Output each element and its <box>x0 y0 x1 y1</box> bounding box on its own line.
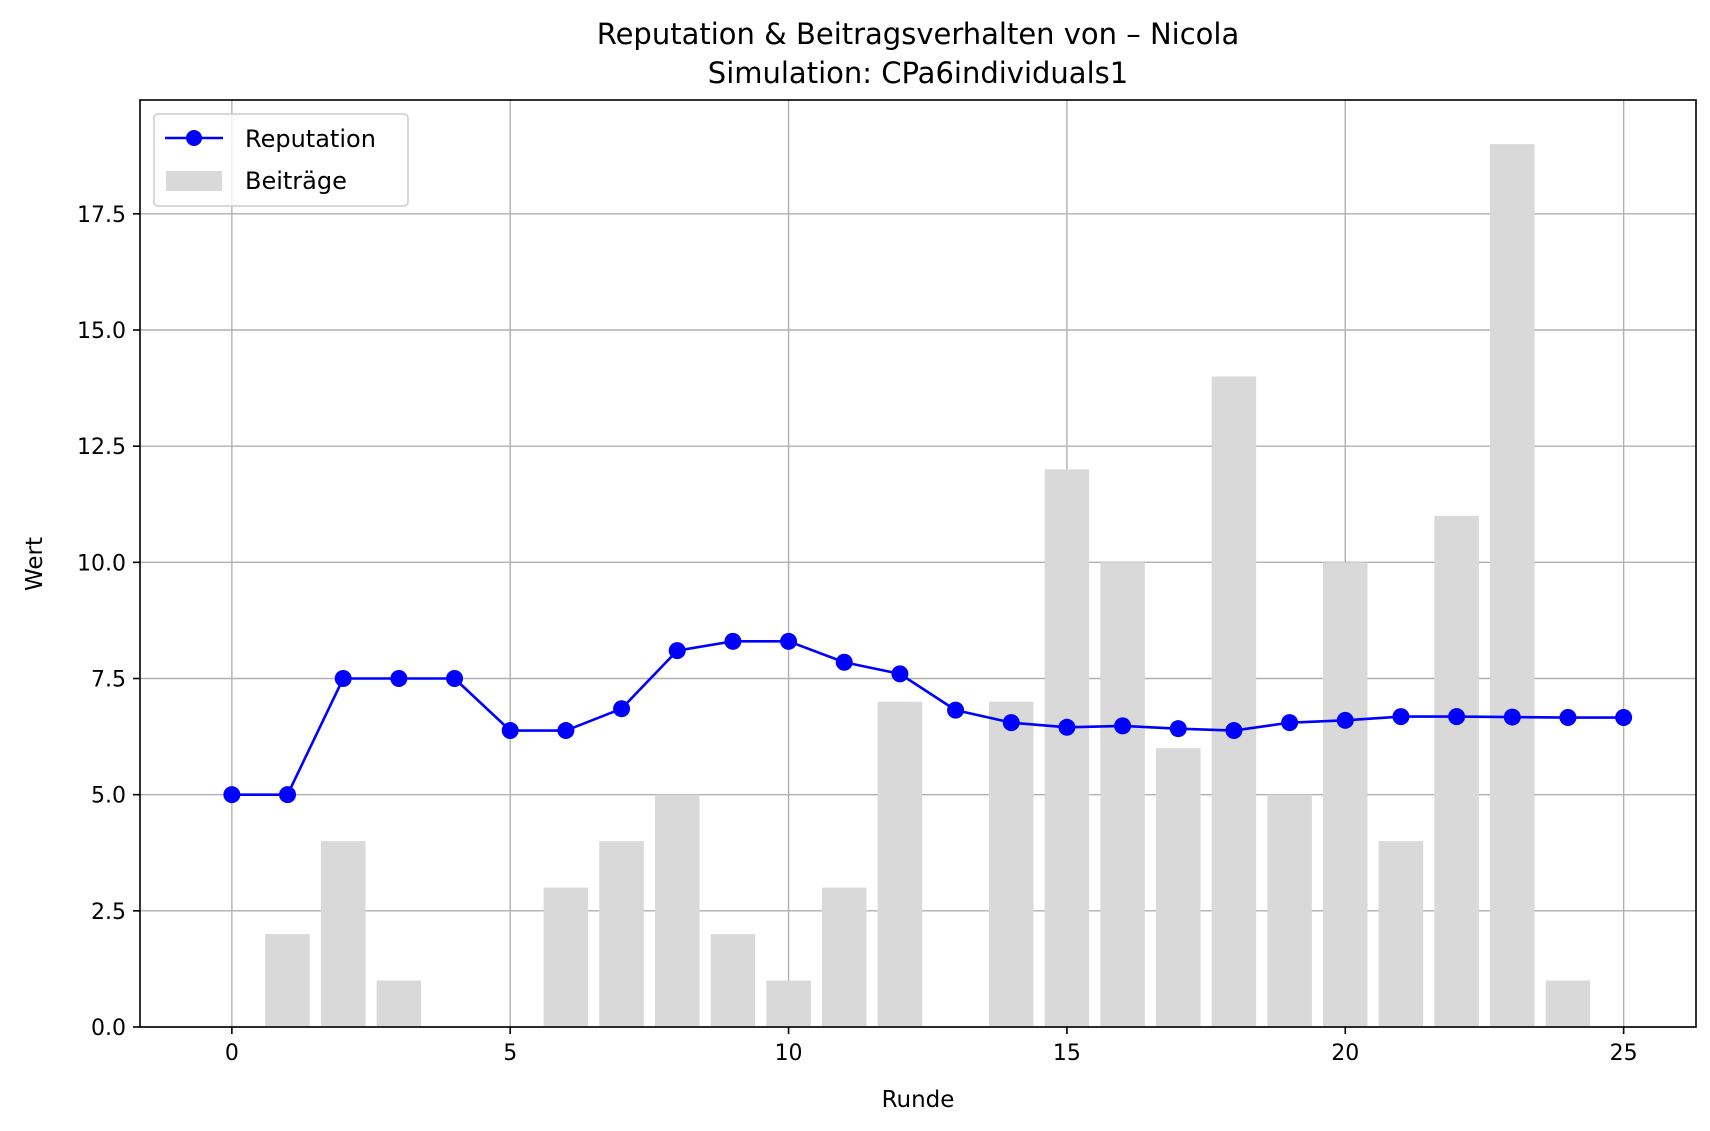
y-tick-label-3: 7.5 <box>91 668 126 693</box>
reputation-point-24 <box>1559 709 1577 727</box>
x-tick-label-2: 10 <box>775 1041 803 1066</box>
bar-round-17 <box>1155 748 1201 1027</box>
reputation-point-0 <box>223 786 241 804</box>
bar-round-2 <box>320 841 366 1027</box>
x-tick-label-0: 0 <box>225 1041 239 1066</box>
reputation-point-18 <box>1225 722 1243 740</box>
reputation-point-5 <box>501 722 519 740</box>
reputation-point-16 <box>1114 717 1132 735</box>
reputation-point-6 <box>557 722 575 740</box>
legend-label-reputation: Reputation <box>245 125 376 153</box>
reputation-point-7 <box>613 700 631 718</box>
reputation-point-12 <box>891 665 909 683</box>
bar-round-14 <box>988 701 1034 1027</box>
y-tick-label-2: 5.0 <box>91 784 126 809</box>
bar-round-19 <box>1267 794 1312 1027</box>
reputation-point-21 <box>1392 708 1410 726</box>
bar-round-11 <box>821 887 867 1027</box>
bar-round-22 <box>1434 515 1479 1027</box>
bar-round-3 <box>376 980 422 1027</box>
bar-series-beitraege <box>265 144 1591 1028</box>
chart-subtitle: Simulation: CPa6individuals1 <box>708 56 1128 90</box>
line-series-reputation <box>223 632 1633 804</box>
reputation-point-8 <box>668 642 686 660</box>
bar-round-10 <box>766 980 811 1027</box>
bar-round-15 <box>1044 469 1090 1027</box>
x-tick-label-4: 20 <box>1331 1041 1359 1066</box>
legend-swatch-beitraege <box>166 171 222 191</box>
reputation-point-23 <box>1503 708 1521 726</box>
bar-round-20 <box>1323 562 1368 1027</box>
reputation-point-22 <box>1448 708 1466 726</box>
y-tick-label-0: 0.0 <box>91 1016 126 1041</box>
reputation-point-10 <box>780 632 798 650</box>
chart-title: Reputation & Beitragsverhalten von – Nic… <box>597 17 1240 51</box>
reputation-point-11 <box>835 653 853 671</box>
bar-round-24 <box>1545 980 1591 1027</box>
x-tick-label-5: 25 <box>1610 1041 1638 1066</box>
y-tick-label-1: 2.5 <box>91 900 126 925</box>
bar-round-18 <box>1211 376 1257 1027</box>
reputation-point-17 <box>1169 720 1187 738</box>
reputation-point-2 <box>334 670 352 688</box>
x-axis-label: Runde <box>882 1087 955 1113</box>
bar-round-8 <box>654 794 700 1027</box>
plot-frame <box>139 99 1697 1028</box>
y-tick-label-6: 15.0 <box>77 319 126 344</box>
bar-round-9 <box>710 934 756 1027</box>
legend-swatch-reputation-marker <box>186 130 202 146</box>
reputation-point-4 <box>446 670 464 688</box>
x-tick-label-3: 15 <box>1053 1041 1081 1066</box>
reputation-point-19 <box>1281 714 1299 732</box>
reputation-point-9 <box>724 632 742 650</box>
y-tick-label-5: 12.5 <box>77 435 126 460</box>
legend: Reputation Beiträge <box>153 113 409 207</box>
y-axis-label: Wert <box>22 537 48 591</box>
bar-round-16 <box>1100 562 1145 1027</box>
x-tick-label-1: 5 <box>503 1041 517 1066</box>
y-axis-ticks: 0.0 2.5 5.0 7.5 10.0 12.5 15.0 17.5 <box>77 203 140 1041</box>
reputation-point-3 <box>390 670 408 688</box>
bar-round-23 <box>1490 144 1535 1028</box>
reputation-point-25 <box>1615 709 1633 727</box>
y-tick-label-4: 10.0 <box>77 551 126 576</box>
reputation-point-13 <box>947 701 965 719</box>
reputation-line <box>231 640 1624 796</box>
x-axis-ticks: 0 5 10 15 20 25 <box>225 1027 1638 1066</box>
reputation-point-14 <box>1002 714 1020 732</box>
reputation-point-20 <box>1336 711 1354 729</box>
bar-round-6 <box>543 887 589 1027</box>
reputation-point-15 <box>1058 718 1076 736</box>
bar-round-12 <box>877 701 923 1027</box>
bar-round-1 <box>265 934 310 1027</box>
reputation-point-1 <box>279 786 297 804</box>
legend-label-beitraege: Beiträge <box>245 167 347 195</box>
bar-round-21 <box>1378 841 1424 1027</box>
y-tick-label-7: 17.5 <box>77 203 126 228</box>
bar-round-7 <box>599 841 644 1027</box>
